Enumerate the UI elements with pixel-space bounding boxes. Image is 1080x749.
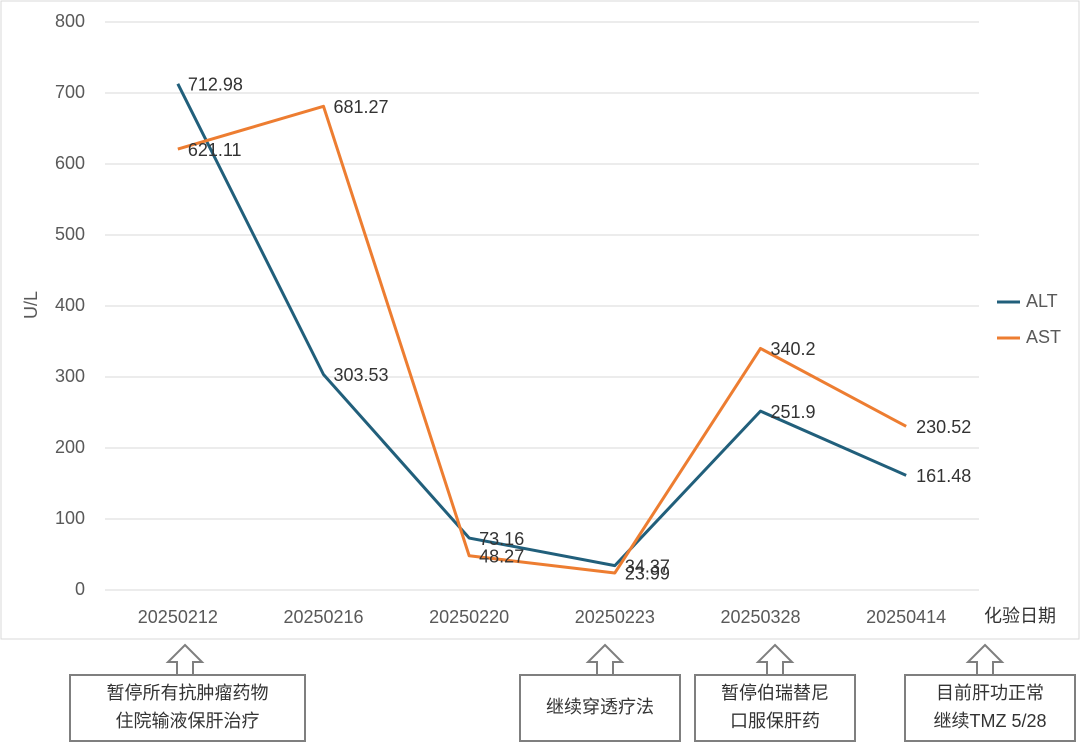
annotation-text: 口服保肝药: [730, 711, 820, 731]
y-tick-label: 600: [55, 153, 85, 173]
line-series: [176, 83, 907, 568]
y-tick-label: 0: [75, 579, 85, 599]
x-tick-label: 20250328: [720, 607, 800, 627]
data-label: 34.37: [625, 556, 670, 576]
data-label: 303.53: [334, 365, 389, 385]
data-label: 340.2: [771, 339, 816, 359]
annotation-box: [694, 674, 856, 742]
data-label: 681.27: [334, 97, 389, 117]
annotation-text: 继续TMZ 5/28: [933, 711, 1046, 731]
x-tick-label: 20250216: [283, 607, 363, 627]
data-label: 73.16: [479, 529, 524, 549]
arrow: [755, 643, 795, 676]
annotation-box: [69, 674, 306, 742]
y-tick-label: 700: [55, 82, 85, 102]
y-tick-label: 200: [55, 437, 85, 457]
data-label: 251.9: [771, 402, 816, 422]
data-label: 621.11: [188, 140, 242, 160]
x-tick-label: 20250414: [866, 607, 946, 627]
arrow: [585, 643, 625, 676]
y-tick-label: 300: [55, 366, 85, 386]
arrow: [165, 643, 205, 676]
data-label: 712.98: [188, 75, 243, 95]
y-axis-label: U/L: [21, 291, 41, 319]
annotation-text: 暂停伯瑞替尼: [721, 683, 829, 703]
data-label: 48.27: [479, 546, 524, 566]
x-tick-label: 20250223: [575, 607, 655, 627]
x-axis-label: 化验日期: [984, 606, 1056, 626]
annotation-text: 暂停所有抗肿瘤药物: [107, 683, 269, 703]
arrow: [965, 643, 1005, 676]
chart-border: [0, 0, 1080, 640]
annotation-box: [904, 674, 1076, 742]
data-label: 230.52: [916, 417, 971, 437]
annotation-box: [519, 674, 681, 742]
y-tick-label: 500: [55, 224, 85, 244]
y-tick-label: 100: [55, 508, 85, 528]
x-tick-label: 20250212: [138, 607, 218, 627]
annotation-text: 住院输液保肝治疗: [116, 711, 260, 731]
y-tick-label: 400: [55, 295, 85, 315]
data-label: 161.48: [916, 466, 971, 486]
x-tick-label: 20250220: [429, 607, 509, 627]
legend-label: ALT: [1026, 291, 1058, 311]
y-tick-label: 800: [55, 11, 85, 31]
annotation-text: 目前肝功正常: [936, 683, 1044, 703]
annotation-text: 继续穿透疗法: [546, 697, 654, 717]
legend-label: AST: [1026, 327, 1061, 347]
line-series: [177, 104, 907, 575]
data-label: 23.99: [625, 564, 670, 584]
